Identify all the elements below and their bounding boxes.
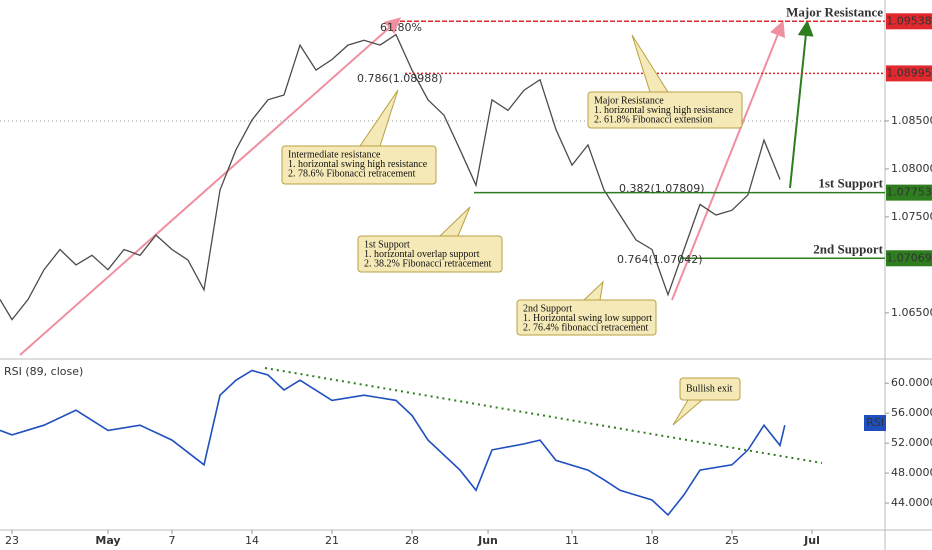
y-tick-label: 1.07500 — [891, 210, 932, 223]
callout-pointer — [583, 280, 604, 301]
fib-label: 61.80% — [380, 21, 422, 34]
level-value: 1.07753 — [886, 186, 932, 199]
callout-box — [357, 235, 503, 273]
x-tick-label: 18 — [645, 534, 659, 547]
x-tick-label: 25 — [725, 534, 739, 547]
level-badge — [886, 250, 932, 267]
y-tick-label: 1.08000 — [891, 162, 932, 175]
callout-text: Major Resistance — [594, 95, 664, 106]
y-tick-label: 52.0000 — [891, 436, 932, 449]
series-badge — [864, 415, 886, 431]
y-tick-label: 56.0000 — [891, 406, 932, 419]
series-line — [0, 33, 781, 321]
callout-text: 1. horizontal swing high resistance — [288, 159, 428, 170]
callout-text: 2nd Support — [523, 303, 572, 314]
fib-label: 0.764(1.07042) — [617, 253, 703, 266]
x-tick-label: 11 — [565, 534, 579, 547]
y-tick-label: 1.06500 — [891, 306, 932, 319]
bullish-arrow — [789, 20, 814, 189]
callout-pointer — [359, 89, 399, 147]
callout-text: Intermediate resistance — [288, 149, 381, 160]
level-label: 2nd Support — [813, 241, 883, 256]
callout-text: 1. horizontal overlap support — [364, 249, 480, 260]
callout-text: 2. 78.6% Fibonacci retracement — [288, 168, 416, 179]
level-badge — [886, 184, 932, 201]
level-value: 1.07069 — [886, 251, 932, 264]
callout-box — [516, 299, 657, 336]
callout-text: 2. 38.2% Fibonacci retracement — [364, 258, 492, 269]
fib-label: 0.382(1.07809) — [619, 182, 705, 195]
x-tick-label: 23 — [5, 534, 19, 547]
callout-pointer — [631, 34, 669, 93]
y-tick-label: 48.0000 — [891, 466, 932, 479]
x-tick-label: 28 — [405, 534, 419, 547]
callout-text: 1st Support — [364, 239, 410, 250]
series-line — [0, 369, 786, 517]
trend-line — [19, 17, 401, 356]
x-tick-label: May — [95, 534, 120, 547]
y-tick-label: 60.0000 — [891, 376, 932, 389]
callout-pointer — [439, 206, 471, 237]
level-label: Major Resistance — [786, 4, 883, 19]
x-tick-label: Jul — [803, 534, 820, 547]
pane-title: RSI (89, close) — [4, 365, 83, 378]
fib-label: 0.786(1.08988) — [357, 72, 443, 85]
callout-text: Bullish exit — [686, 383, 733, 394]
callout-text: 1. Horizontal swing low support — [523, 313, 652, 324]
callout-text: 2. 61.8% Fibonacci extension — [594, 114, 713, 125]
rsi-trend-line — [264, 367, 823, 464]
callout-text: 2. 76.4% fibonacci retracement — [523, 322, 648, 333]
level-value: 1.08995 — [886, 66, 932, 79]
callout-box — [679, 377, 741, 401]
x-tick-label: 21 — [325, 534, 339, 547]
callout-box — [587, 91, 743, 129]
projection-arrow — [671, 20, 785, 301]
x-tick-label: Jun — [477, 534, 498, 547]
y-tick-label: 1.08500 — [891, 114, 932, 127]
level-label: 1st Support — [818, 176, 883, 191]
level-value: 1.09538 — [886, 14, 932, 27]
level-badge — [886, 13, 932, 30]
x-tick-label: 14 — [245, 534, 259, 547]
level-badge — [886, 65, 932, 82]
y-tick-label: 44.0000 — [891, 496, 932, 509]
x-tick-label: 7 — [169, 534, 176, 547]
series-badge-label: RSI — [866, 416, 884, 429]
callout-pointer — [672, 399, 703, 426]
callout-text: 1. horizontal swing high resistance — [594, 105, 734, 116]
callout-box — [281, 145, 437, 185]
